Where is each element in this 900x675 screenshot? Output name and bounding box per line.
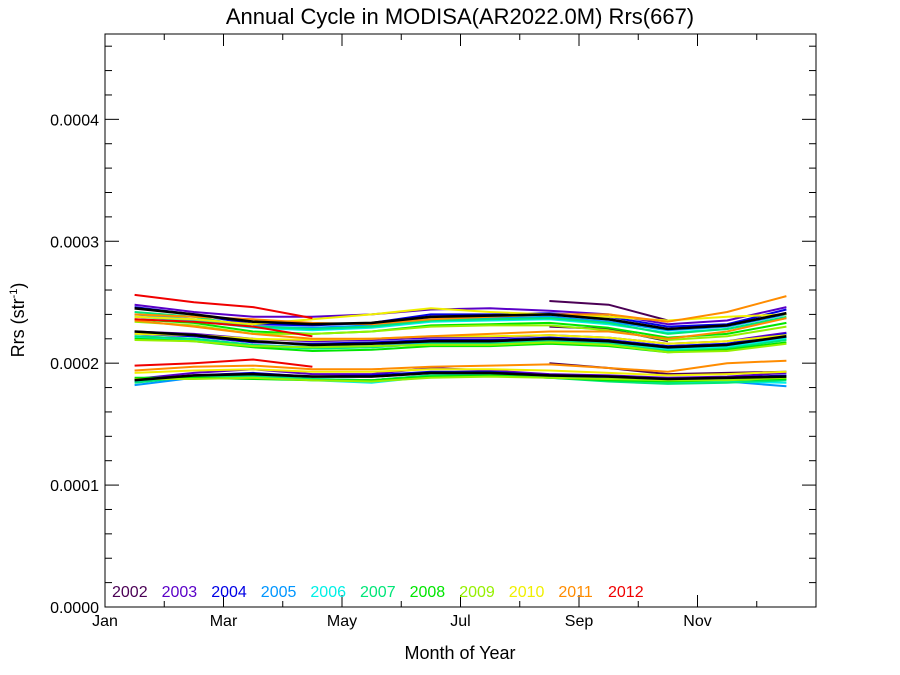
legend-entry-2006: 2006	[310, 584, 346, 601]
y-axis-label-superscript: -1	[8, 289, 20, 299]
y-axis-label-main: Rrs (str	[8, 298, 28, 357]
mean-line-upper	[134, 307, 787, 331]
series-line-upper	[549, 300, 669, 322]
y-tick-label: 0.0002	[50, 356, 99, 373]
legend-entry-2003: 2003	[162, 584, 198, 601]
y-tick-label: 0.0001	[50, 478, 99, 495]
x-tick-label: Jul	[450, 613, 470, 630]
legend-entry-2009: 2009	[459, 584, 495, 601]
series-line-mid	[134, 339, 787, 354]
legend: 2002 2003 2004 2005 2006 2007 2008 2009 2010 2011…	[112, 584, 644, 601]
y-axis: 0.0000 0.0001 0.0002 0.0003 0.0004	[50, 45, 816, 617]
legend-entry-2004: 2004	[211, 584, 247, 601]
x-tick-label: Mar	[210, 613, 238, 630]
legend-entry-2005: 2005	[261, 584, 297, 601]
x-axis: Jan Mar May Jul Sep Nov	[92, 34, 758, 630]
legend-entry-2007: 2007	[360, 584, 396, 601]
legend-entry-2011: 2011	[558, 584, 593, 601]
series-line-mid	[134, 335, 787, 352]
x-tick-label: Sep	[565, 613, 594, 630]
series-line-lower	[134, 368, 787, 377]
mean-line-lower	[134, 371, 787, 382]
series-line-upper	[134, 295, 787, 326]
x-tick-label: Jan	[92, 613, 118, 630]
x-axis-label: Month of Year	[404, 643, 515, 663]
y-tick-label: 0.0004	[50, 112, 99, 129]
y-tick-label: 0.0003	[50, 234, 99, 251]
legend-entry-2002: 2002	[112, 584, 148, 601]
x-tick-label: May	[327, 613, 357, 630]
series-line-mid	[134, 318, 313, 338]
legend-entry-2010: 2010	[509, 584, 545, 601]
series-line-lower	[134, 358, 313, 368]
series-line-mid	[134, 332, 787, 345]
mean-line-mid	[134, 330, 787, 349]
legend-entry-2012: 2012	[608, 584, 644, 601]
series-line-upper	[134, 303, 787, 326]
y-tick-label: 0.0000	[50, 600, 99, 617]
legend-entry-2008: 2008	[410, 584, 446, 601]
y-axis-label-close: )	[8, 283, 28, 289]
chart-title: Annual Cycle in MODISA(AR2022.0M) Rrs(66…	[226, 4, 694, 29]
series-lines	[134, 293, 787, 388]
series-line-lower	[134, 375, 787, 383]
y-axis-label: Rrs (str-1)	[8, 283, 28, 358]
series-line-upper	[134, 293, 313, 320]
series-line-mid	[134, 317, 787, 340]
series-line-lower	[134, 359, 787, 373]
x-tick-label: Nov	[683, 613, 711, 630]
